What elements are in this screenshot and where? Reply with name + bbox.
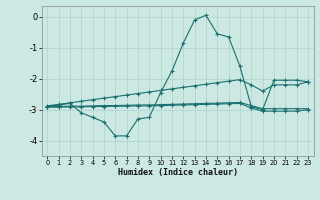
X-axis label: Humidex (Indice chaleur): Humidex (Indice chaleur)	[118, 168, 237, 177]
